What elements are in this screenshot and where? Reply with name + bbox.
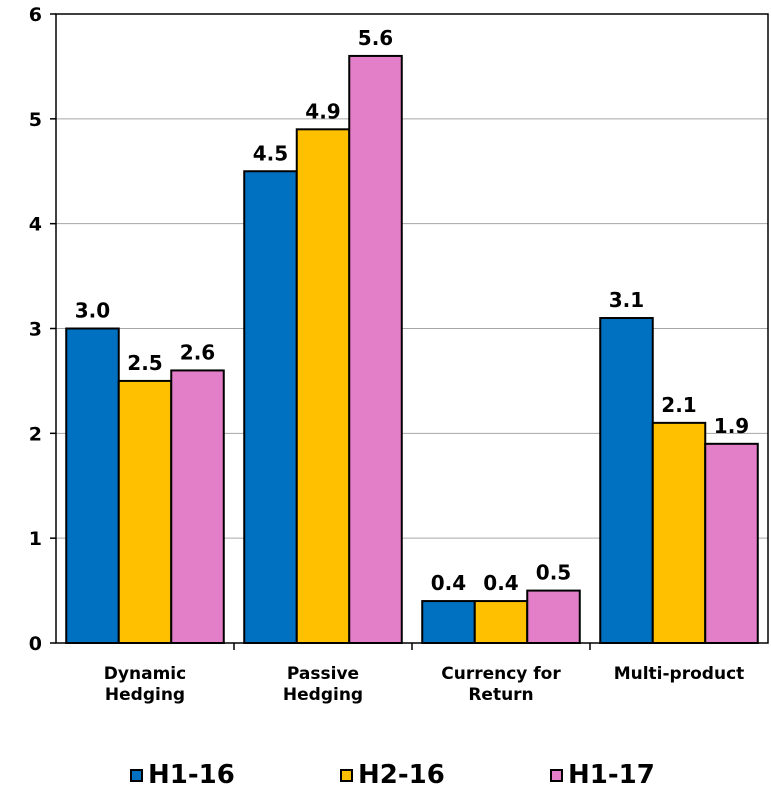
x-category-label: Hedging [283, 685, 363, 705]
bar-h1-17 [170, 369, 225, 644]
data-label: 5.6 [358, 26, 393, 50]
data-label: 0.4 [483, 571, 518, 595]
data-label: 0.5 [536, 561, 571, 585]
y-tick-label: 4 [29, 214, 42, 236]
x-category-label: Currency for [441, 664, 561, 684]
legend-swatch-h1-17 [550, 768, 563, 782]
y-tick-label: 3 [29, 319, 42, 341]
legend-swatch-h2-16 [340, 768, 353, 782]
data-label: 3.1 [609, 288, 644, 312]
data-label: 4.5 [253, 141, 288, 165]
data-label: 3.0 [75, 299, 110, 323]
y-tick-label: 1 [29, 528, 42, 550]
x-category-label: Return [468, 685, 533, 705]
data-label: 2.6 [180, 340, 215, 364]
legend-swatch-h1-16 [130, 768, 143, 782]
y-tick-label: 5 [29, 109, 42, 131]
y-tick-label: 0 [29, 633, 42, 655]
legend-item-h1-17: H1-17 [550, 755, 655, 795]
bar-h2-16 [295, 128, 351, 645]
legend: H1-16 H2-16 H1-17 [0, 755, 771, 795]
bar-h1-16 [65, 327, 120, 644]
bar-h1-16 [599, 317, 654, 644]
bar-h2-16 [117, 379, 173, 644]
x-category-label: Dynamic [104, 664, 186, 684]
legend-label-h1-16: H1-16 [148, 760, 235, 790]
data-label: 1.9 [714, 414, 749, 438]
x-category-label: Hedging [105, 685, 185, 705]
x-category-label: Passive [287, 664, 359, 684]
y-tick-label: 6 [29, 4, 42, 26]
x-category-label: Multi-product [614, 664, 745, 684]
legend-label-h2-16: H2-16 [358, 760, 445, 790]
bar-h1-17 [348, 54, 403, 644]
bar-h2-16 [651, 421, 707, 644]
bar-h1-17 [526, 589, 581, 644]
data-label: 2.1 [661, 393, 696, 417]
data-label: 4.9 [305, 99, 340, 123]
legend-item-h2-16: H2-16 [340, 755, 445, 795]
legend-label-h1-17: H1-17 [568, 760, 655, 790]
legend-item-h1-16: H1-16 [130, 755, 235, 795]
data-label: 0.4 [431, 571, 466, 595]
bar-h1-16 [243, 170, 298, 644]
bar-h1-16 [421, 600, 476, 644]
y-tick-label: 2 [29, 423, 42, 445]
bar-h2-16 [473, 600, 529, 644]
data-label: 2.5 [127, 351, 162, 375]
bar-h1-17 [704, 442, 759, 645]
